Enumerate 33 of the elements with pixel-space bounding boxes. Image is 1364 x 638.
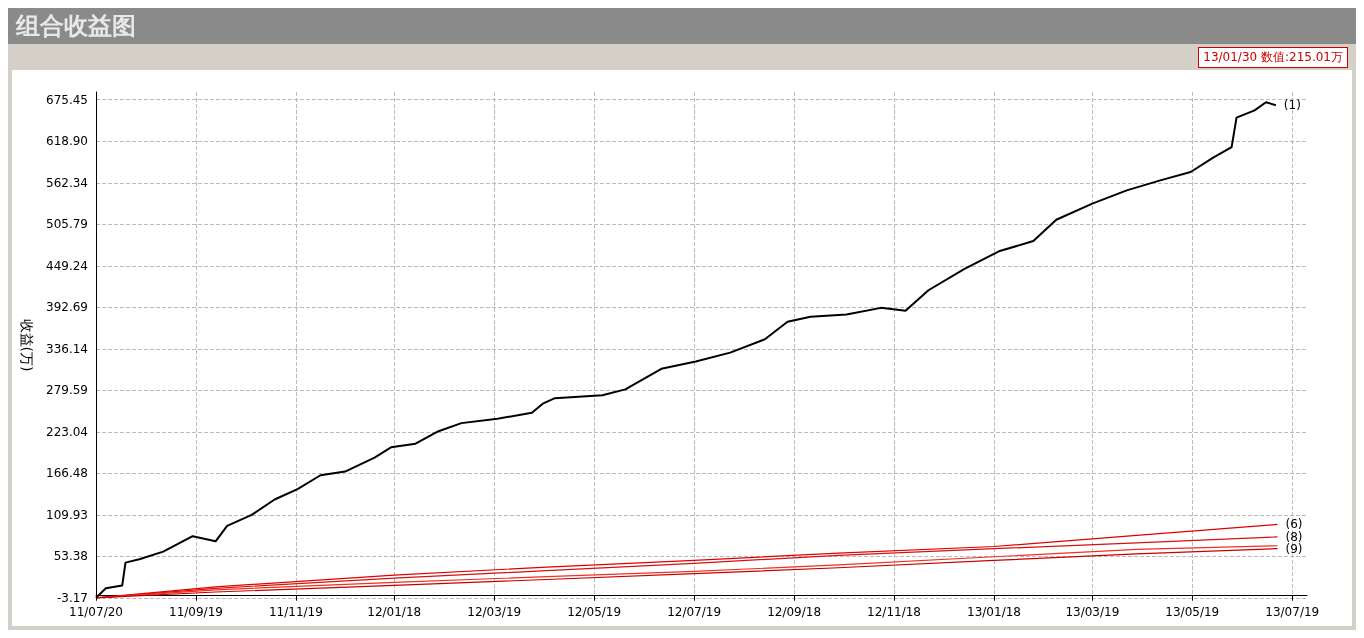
x-tick-label: 12/07/19 [667,605,722,619]
y-tick-label: 675.45 [46,92,88,107]
x-tick-label: 13/07/19 [1265,605,1320,619]
x-tick-label: 11/09/19 [169,605,223,619]
x-tick-label: 11/11/19 [268,605,323,619]
y-tick-label: -3.17 [56,591,88,605]
y-tick-label: 505.79 [46,217,88,232]
x-tick-label: 12/11/18 [867,605,921,619]
y-tick-label: 166.48 [46,466,88,481]
y-tick-label: 223.04 [46,424,88,439]
x-tick-label: 13/05/19 [1165,605,1220,619]
x-tick-label: 12/05/19 [567,605,622,619]
y-tick-label: 392.69 [46,300,88,315]
x-tick-label: 11/07/20 [69,605,123,619]
x-tick-label: 13/03/19 [1065,605,1120,619]
x-tick-label: 13/01/18 [967,605,1021,619]
x-tick-label: 12/09/18 [767,605,822,619]
series-label: (9) [1285,541,1303,556]
y-tick-label: 562.34 [46,175,88,190]
y-tick-label: 279.59 [46,383,88,398]
series-label: (8) [1285,529,1303,544]
text: 13/01/30 数值:215.01万 [1198,46,1348,68]
y-axis-title: 收益(万) [19,318,35,372]
chart-title: 组合收益图 [16,11,136,42]
y-tick-label: 449.24 [46,258,88,273]
x-tick-label: 12/03/19 [467,605,522,619]
y-tick-label: 336.14 [46,341,88,356]
y-tick-label: 618.90 [46,134,88,149]
series-label: (1) [1283,98,1301,113]
y-tick-label: 109.93 [46,507,88,522]
y-tick-label: 53.38 [53,549,88,564]
x-tick-label: 12/01/18 [367,605,422,619]
series-label: (6) [1285,517,1303,532]
